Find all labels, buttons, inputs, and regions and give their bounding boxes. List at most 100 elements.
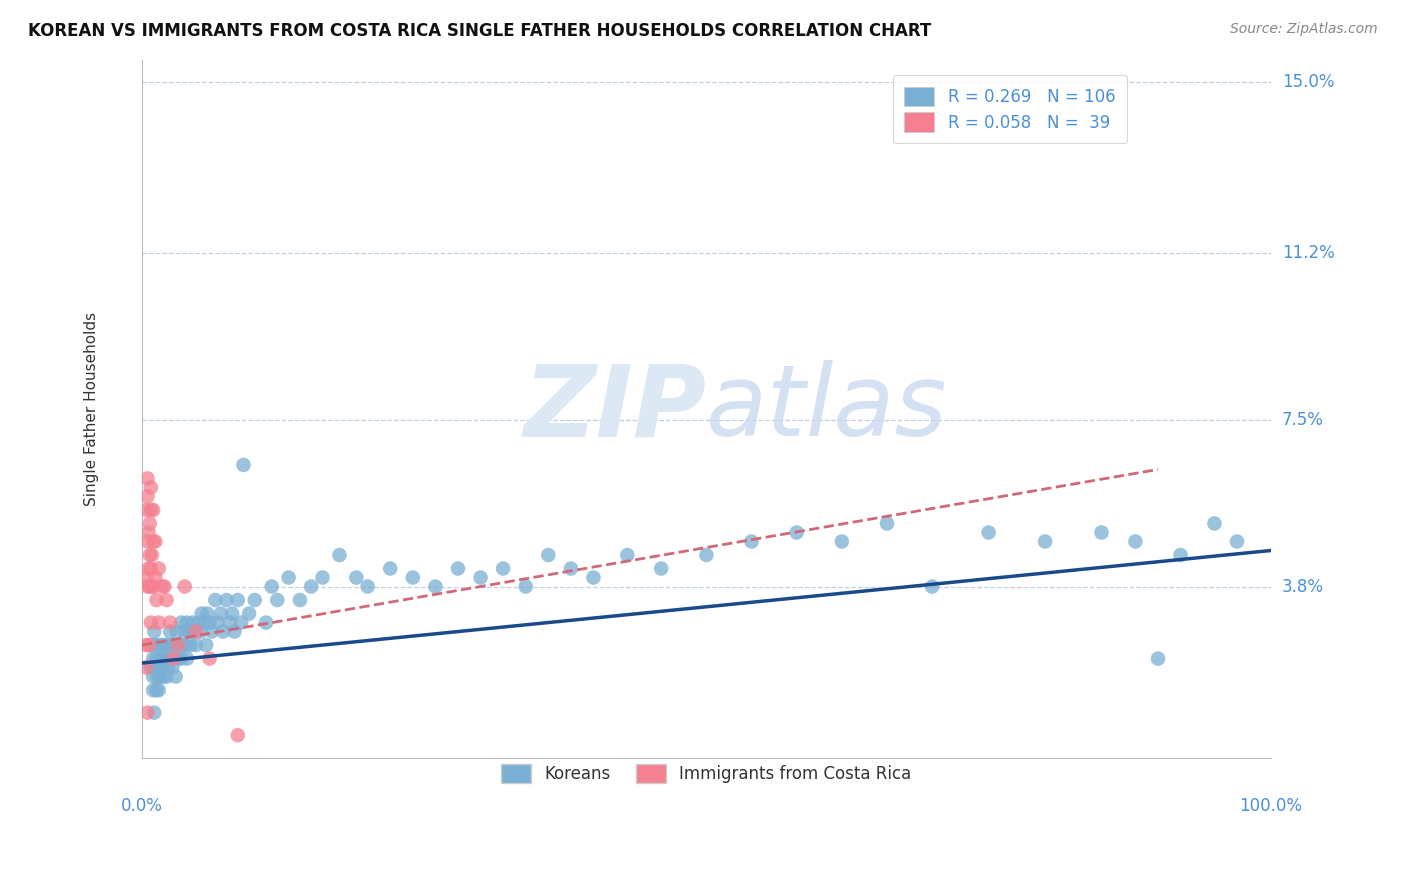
Point bbox=[165, 638, 187, 652]
Point bbox=[187, 615, 209, 630]
Point bbox=[1125, 534, 1147, 549]
Point bbox=[166, 624, 188, 639]
Point bbox=[138, 638, 160, 652]
Point bbox=[198, 615, 221, 630]
Point bbox=[167, 638, 190, 652]
Point bbox=[184, 624, 207, 639]
Point bbox=[141, 580, 163, 594]
Text: 100.0%: 100.0% bbox=[1240, 797, 1302, 814]
Text: 15.0%: 15.0% bbox=[1282, 73, 1334, 91]
Point bbox=[224, 624, 246, 639]
Point bbox=[328, 548, 350, 562]
Text: 7.5%: 7.5% bbox=[1282, 411, 1324, 429]
Point bbox=[219, 615, 242, 630]
Point bbox=[162, 651, 184, 665]
Point bbox=[226, 728, 249, 742]
Point bbox=[221, 607, 243, 621]
Point bbox=[159, 615, 181, 630]
Point bbox=[786, 525, 808, 540]
Point bbox=[145, 683, 167, 698]
Point bbox=[150, 660, 173, 674]
Point bbox=[145, 660, 167, 674]
Point bbox=[179, 624, 201, 639]
Point bbox=[156, 660, 179, 674]
Point bbox=[1170, 548, 1192, 562]
Point bbox=[150, 638, 173, 652]
Point bbox=[148, 660, 170, 674]
Point bbox=[695, 548, 717, 562]
Point bbox=[215, 593, 238, 607]
Point bbox=[1090, 525, 1112, 540]
Point bbox=[138, 548, 160, 562]
Point bbox=[136, 534, 159, 549]
Point bbox=[226, 593, 249, 607]
Point bbox=[1204, 516, 1226, 531]
Point bbox=[447, 561, 470, 575]
Point bbox=[149, 651, 172, 665]
Point bbox=[165, 670, 187, 684]
Point bbox=[344, 570, 367, 584]
Point bbox=[204, 593, 226, 607]
Point bbox=[142, 503, 165, 517]
Point bbox=[170, 651, 193, 665]
Point bbox=[136, 706, 159, 720]
Point bbox=[160, 638, 183, 652]
Point bbox=[170, 615, 193, 630]
Point bbox=[492, 561, 515, 575]
Point bbox=[136, 580, 159, 594]
Point bbox=[149, 670, 172, 684]
Point bbox=[184, 638, 207, 652]
Point bbox=[254, 615, 277, 630]
Point bbox=[231, 615, 253, 630]
Point bbox=[153, 660, 176, 674]
Point bbox=[537, 548, 560, 562]
Point bbox=[741, 534, 763, 549]
Legend: Koreans, Immigrants from Costa Rica: Koreans, Immigrants from Costa Rica bbox=[494, 756, 920, 791]
Point bbox=[136, 471, 159, 485]
Point bbox=[142, 534, 165, 549]
Text: 11.2%: 11.2% bbox=[1282, 244, 1334, 262]
Point bbox=[153, 580, 176, 594]
Point bbox=[650, 561, 672, 575]
Point bbox=[582, 570, 605, 584]
Point bbox=[1226, 534, 1249, 549]
Point bbox=[183, 624, 205, 639]
Text: Single Father Households: Single Father Households bbox=[83, 311, 98, 506]
Point bbox=[142, 683, 165, 698]
Point bbox=[232, 458, 254, 472]
Point bbox=[173, 580, 195, 594]
Point bbox=[876, 516, 898, 531]
Point bbox=[148, 615, 170, 630]
Point bbox=[560, 561, 582, 575]
Point bbox=[159, 624, 181, 639]
Point bbox=[135, 503, 157, 517]
Point bbox=[172, 638, 194, 652]
Point bbox=[135, 660, 157, 674]
Point bbox=[156, 638, 179, 652]
Point bbox=[156, 593, 179, 607]
Text: 3.8%: 3.8% bbox=[1282, 577, 1324, 596]
Point bbox=[145, 570, 167, 584]
Text: atlas: atlas bbox=[706, 360, 948, 457]
Point bbox=[139, 480, 162, 494]
Point bbox=[195, 607, 218, 621]
Point bbox=[174, 638, 197, 652]
Point bbox=[135, 638, 157, 652]
Point bbox=[141, 548, 163, 562]
Point bbox=[167, 638, 190, 652]
Point bbox=[515, 580, 537, 594]
Point bbox=[201, 624, 224, 639]
Point bbox=[277, 570, 299, 584]
Point bbox=[470, 570, 492, 584]
Point bbox=[311, 570, 333, 584]
Point bbox=[190, 607, 212, 621]
Point bbox=[152, 670, 174, 684]
Point bbox=[145, 534, 167, 549]
Point bbox=[195, 638, 218, 652]
Point bbox=[155, 651, 177, 665]
Point bbox=[145, 593, 167, 607]
Point bbox=[142, 651, 165, 665]
Point bbox=[380, 561, 402, 575]
Point bbox=[139, 503, 162, 517]
Text: KOREAN VS IMMIGRANTS FROM COSTA RICA SINGLE FATHER HOUSEHOLDS CORRELATION CHART: KOREAN VS IMMIGRANTS FROM COSTA RICA SIN… bbox=[28, 22, 931, 40]
